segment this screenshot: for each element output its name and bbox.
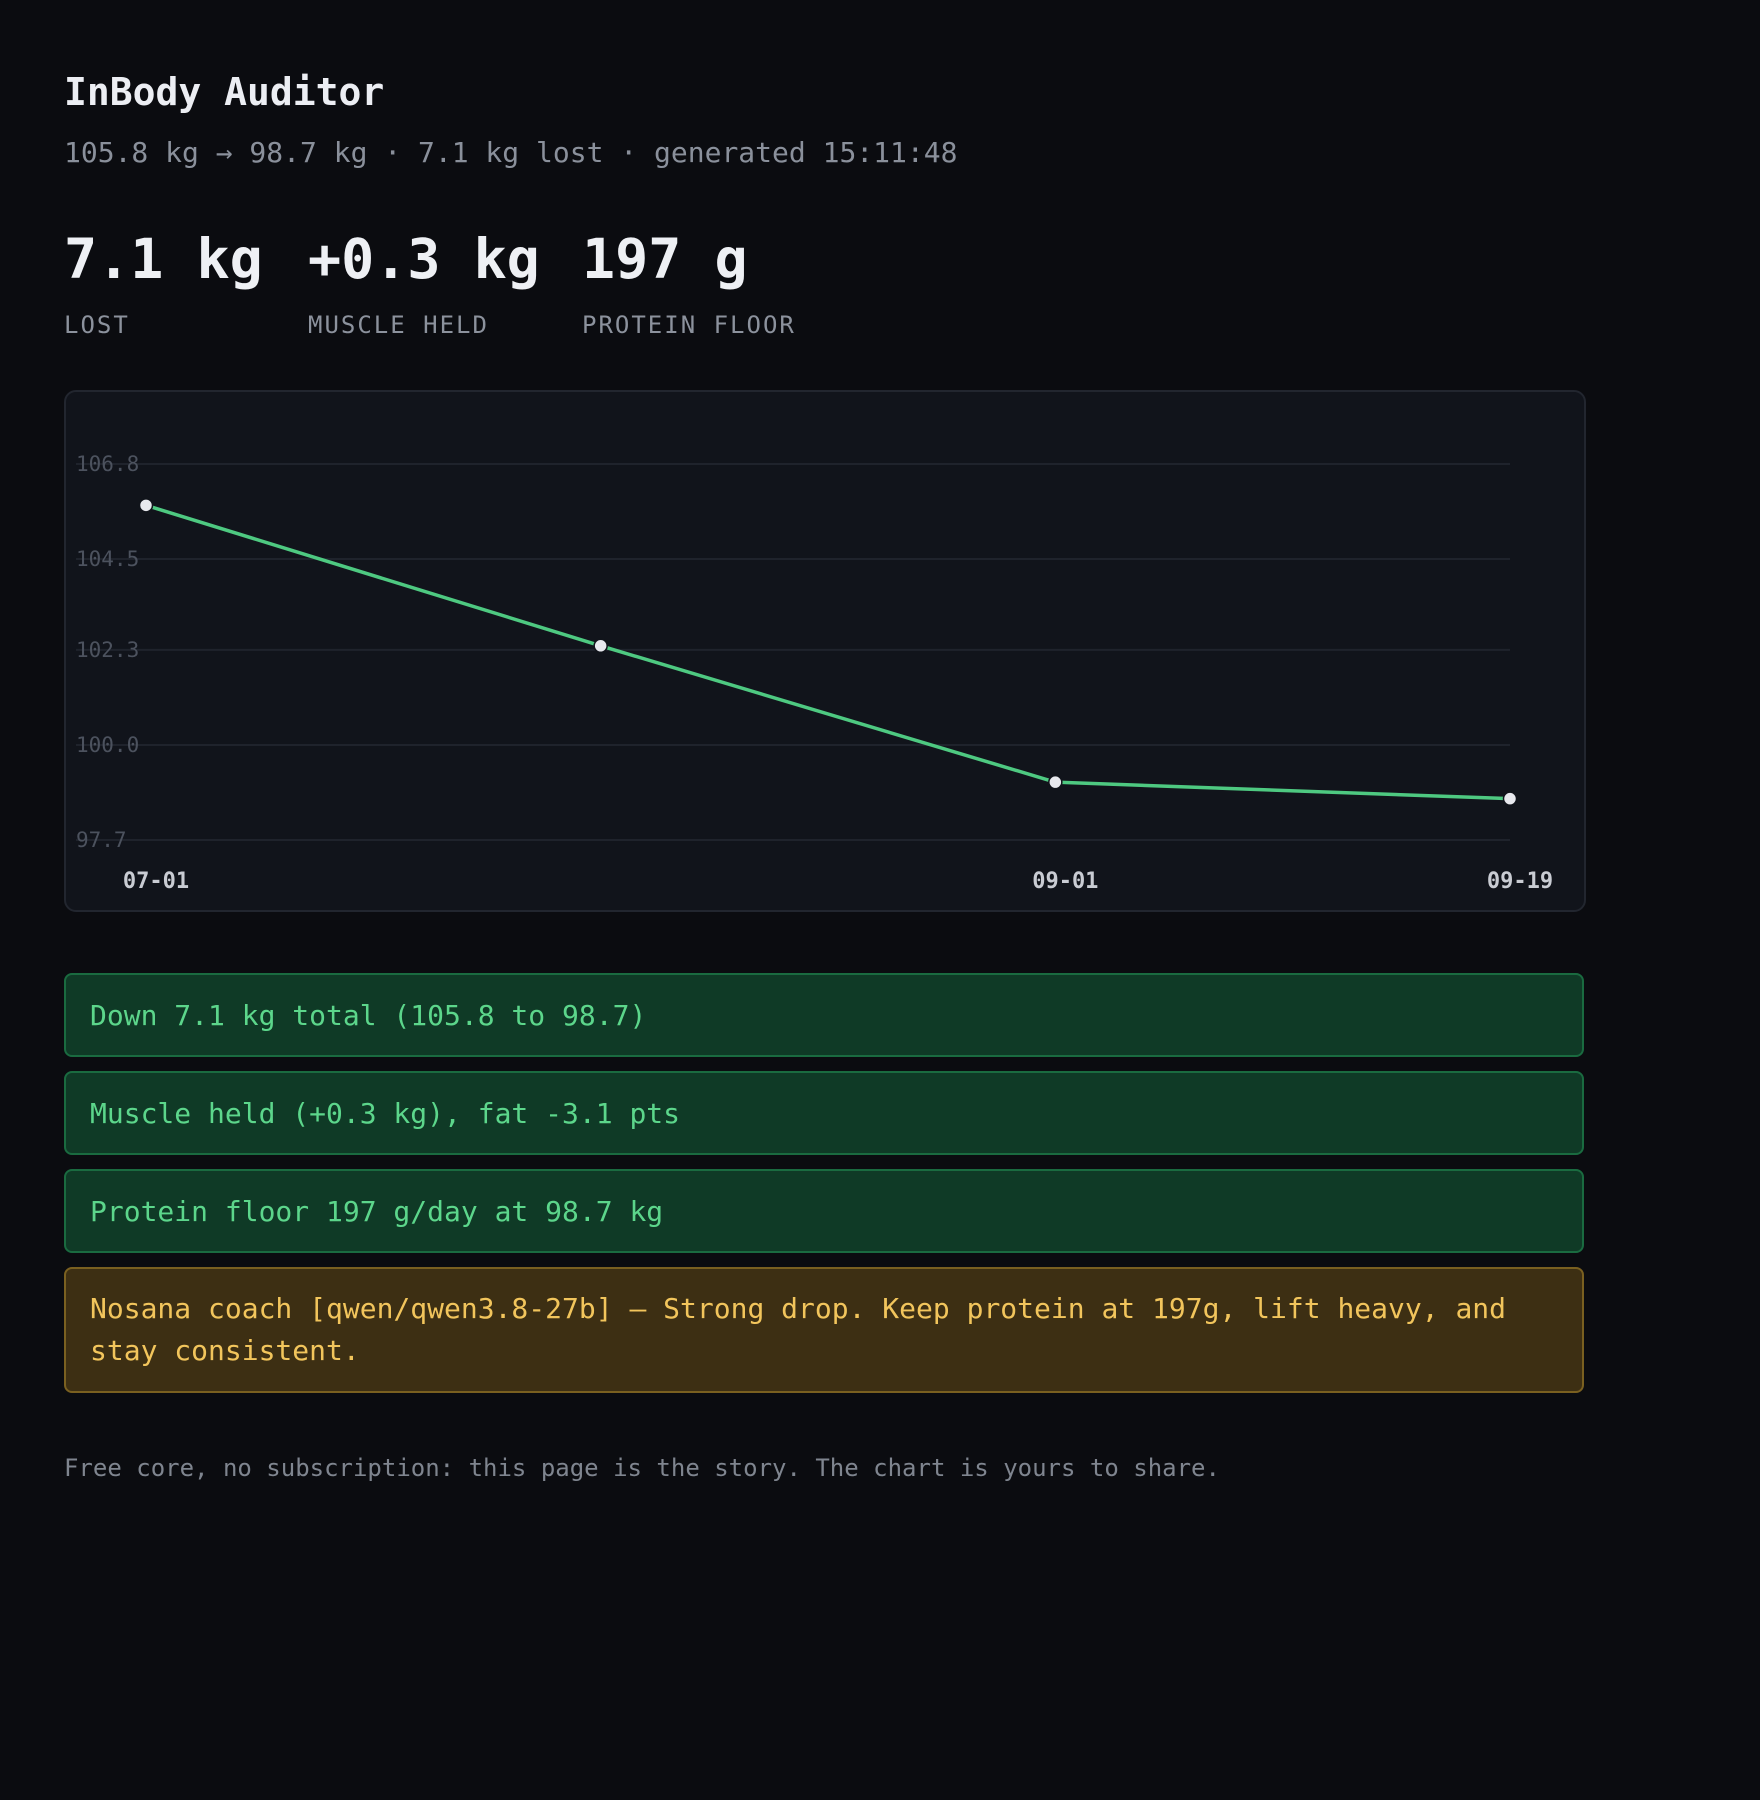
coach-message: Nosana coach [qwen/qwen3.8-27b] — Strong… [64,1267,1584,1393]
footer-note: Free core, no subscription: this page is… [64,1454,1220,1482]
stat-muscle-held: +0.3 kg MUSCLE HELD [308,227,540,340]
stat-value: +0.3 kg [308,227,540,291]
x-tick-label: 09-01 [1032,869,1098,894]
y-tick-label: 100.0 [76,733,139,757]
data-point [1502,791,1518,806]
insight-list: Down 7.1 kg total (105.8 to 98.7) Muscle… [64,973,1584,1407]
x-tick-label: 09-19 [1487,869,1553,894]
y-tick-label: 102.3 [76,638,139,662]
page-subtitle: 105.8 kg → 98.7 kg · 7.1 kg lost · gener… [64,136,958,169]
y-tick-label: 106.8 [76,452,139,476]
stat-label: MUSCLE HELD [308,311,489,339]
insight-muscle: Muscle held (+0.3 kg), fat -3.1 pts [64,1071,1584,1155]
stat-value: 197 g [582,227,748,291]
stat-label: LOST [64,311,130,339]
insight-total-loss: Down 7.1 kg total (105.8 to 98.7) [64,973,1584,1057]
stat-protein-floor: 197 g PROTEIN FLOOR [582,227,796,340]
y-tick-label: 104.5 [76,547,139,571]
x-tick-label: 07-01 [123,869,189,894]
weight-chart-card: 106.8 104.5 102.3 100.0 97.7 07-01 09-01 09-19 [64,390,1586,912]
data-point [593,638,608,654]
stat-label: PROTEIN FLOOR [582,311,796,339]
insight-protein: Protein floor 197 g/day at 98.7 kg [64,1169,1584,1253]
page-title: InBody Auditor [64,70,385,114]
data-point [1048,774,1063,790]
data-point [138,498,154,513]
y-tick-label: 97.7 [76,828,127,852]
weight-chart: 106.8 104.5 102.3 100.0 97.7 07-01 09-01 09-19 [76,452,1553,894]
stat-value: 7.1 kg [64,227,263,291]
series-line [145,503,1511,801]
stat-lost: 7.1 kg LOST [64,227,263,340]
